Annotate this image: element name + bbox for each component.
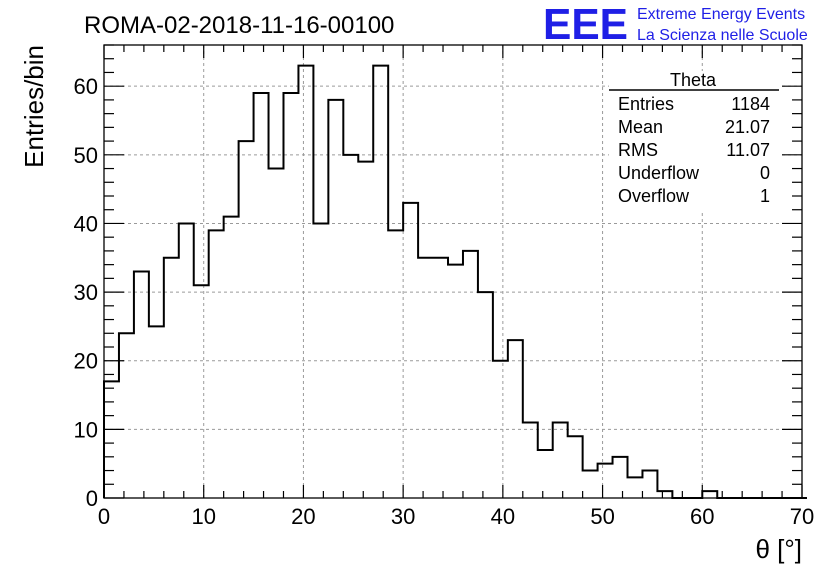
- stats-row-label: Mean: [618, 117, 663, 137]
- grid-lines: [104, 45, 802, 498]
- histogram-bin: [254, 93, 269, 498]
- histogram-bin: [642, 471, 657, 498]
- stats-box: Theta Entries 1184 Mean 21.07 RMS 11.07 Underf…: [609, 70, 779, 211]
- y-tick-label: 20: [74, 349, 98, 374]
- logo-line-2: La Scienza nelle Scuole: [637, 27, 808, 44]
- histogram-bin: [418, 258, 433, 498]
- histogram-bin: [523, 423, 538, 499]
- histogram-bin: [448, 265, 463, 498]
- histogram-bin: [134, 272, 149, 499]
- histogram-bin: [553, 423, 568, 499]
- histogram-bin: [149, 326, 164, 498]
- stats-row-value: 11.07: [726, 140, 770, 160]
- histogram-bin: [328, 100, 343, 498]
- histogram-bin: [583, 471, 598, 498]
- x-tick-label: 20: [291, 504, 315, 529]
- histogram-bin: [388, 230, 403, 498]
- x-tick-label: 60: [690, 504, 714, 529]
- x-tick-labels: 0 10 20 30 40 50 60 70: [98, 504, 814, 529]
- x-tick-label: 0: [98, 504, 110, 529]
- run-title: ROMA-02-2018-11-16-00100: [84, 12, 394, 39]
- histogram-bin: [433, 258, 448, 498]
- histogram-bin: [403, 203, 418, 498]
- histogram-bin: [104, 381, 119, 498]
- x-tick-label: 40: [491, 504, 515, 529]
- y-tick-labels: 0 10 20 30 40 50 60: [74, 74, 98, 511]
- histogram-bin: [119, 333, 134, 498]
- stats-row-value: 1184: [731, 94, 770, 114]
- x-axis-label: θ [°]: [755, 534, 802, 564]
- histogram-bin: [702, 491, 717, 498]
- histogram-bin: [224, 217, 239, 498]
- x-tick-label: 10: [191, 504, 215, 529]
- y-tick-label: 40: [74, 211, 98, 236]
- histogram-outline: [103, 64, 807, 499]
- stats-row-label: Underflow: [618, 163, 700, 183]
- histogram-bin: [598, 464, 613, 498]
- x-tick-label: 50: [590, 504, 614, 529]
- histogram-bin: [508, 340, 523, 498]
- histogram-bin: [628, 477, 643, 498]
- histogram-bin: [179, 223, 194, 498]
- stats-row-value: 21.07: [725, 117, 770, 137]
- y-tick-label: 10: [74, 417, 98, 442]
- logo-line-1: Extreme Energy Events: [637, 6, 805, 23]
- histogram-bin: [194, 285, 209, 498]
- histogram-bin: [478, 292, 493, 498]
- histogram-bin: [298, 66, 313, 498]
- y-tick-label: 50: [74, 143, 98, 168]
- y-tick-label: 30: [74, 280, 98, 305]
- plot-frame: [103, 44, 803, 499]
- histogram-bin: [613, 457, 628, 498]
- histogram-bin: [463, 251, 478, 498]
- histogram-bin: [358, 162, 373, 498]
- x-tick-label: 70: [790, 504, 814, 529]
- y-tick-label: 60: [74, 74, 98, 99]
- x-tick-label: 30: [391, 504, 415, 529]
- y-axis-label: Entries/bin: [19, 45, 49, 168]
- histogram-bin: [538, 450, 553, 498]
- histogram-bin: [239, 141, 254, 498]
- histogram-bin: [164, 258, 179, 498]
- stats-row-label: RMS: [618, 140, 658, 160]
- histogram-bin: [657, 491, 672, 498]
- histogram-bin: [343, 155, 358, 498]
- histogram-bin: [209, 230, 224, 498]
- stats-row-label: Overflow: [618, 186, 690, 206]
- stats-row-value: 1: [760, 186, 770, 206]
- histogram-bin: [283, 93, 298, 498]
- stats-row-label: Entries: [618, 94, 674, 114]
- histogram-bin: [568, 436, 583, 498]
- eee-logo: EEE: [543, 0, 628, 49]
- stats-row-value: 0: [760, 163, 770, 183]
- histogram-bin: [269, 169, 284, 498]
- histogram-bin: [373, 66, 388, 498]
- stats-title: Theta: [670, 70, 717, 90]
- y-tick-label: 0: [86, 486, 98, 511]
